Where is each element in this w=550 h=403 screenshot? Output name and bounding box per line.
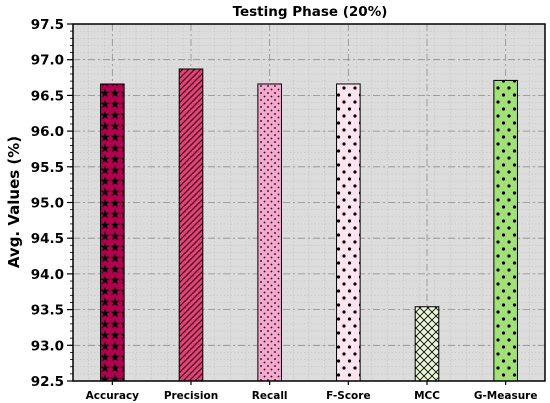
bar-pattern-recall	[257, 83, 282, 382]
bars	[100, 68, 518, 382]
y-tick-label: 97.0	[31, 53, 64, 69]
y-tick-label: 96.5	[31, 88, 64, 104]
x-tick-label: F-Score	[326, 390, 371, 402]
x-tick-label: Accuracy	[86, 390, 140, 402]
bar-pattern-g-measure	[493, 79, 518, 382]
y-tick-label: 96.0	[31, 124, 64, 140]
bar-pattern-f-score	[336, 83, 361, 382]
bar-pattern-precision	[178, 68, 204, 382]
x-tick-label: MCC	[414, 390, 440, 402]
y-tick-label: 95.0	[31, 196, 64, 212]
y-tick-label: 94.5	[31, 231, 64, 247]
bar-pattern-accuracy	[100, 83, 125, 382]
y-tick-label: 93.5	[31, 303, 64, 319]
plot-frame	[72, 23, 546, 382]
y-axis-ticks: 92.5 93.0 93.5 94.0 94.5 95.0 95.5 96.0 96.5 97.0…	[31, 17, 73, 390]
x-tick-label: Precision	[164, 390, 218, 402]
y-tick-label: 97.5	[31, 17, 64, 33]
y-tick-label: 95.5	[31, 160, 64, 176]
x-tick-label: Recall	[252, 390, 288, 402]
x-axis-ticks: Accuracy Precision Recall F-Score MCC G-Measu…	[86, 381, 538, 402]
y-tick-label: 93.0	[31, 338, 64, 354]
y-tick-label: 94.0	[31, 267, 64, 283]
bar-pattern-mcc	[414, 306, 440, 382]
y-axis-label: Avg. Values (%)	[5, 136, 23, 268]
chart-title: Testing Phase (20%)	[233, 4, 388, 20]
y-tick-label: 92.5	[31, 374, 64, 390]
x-tick-label: G-Measure	[474, 390, 538, 402]
